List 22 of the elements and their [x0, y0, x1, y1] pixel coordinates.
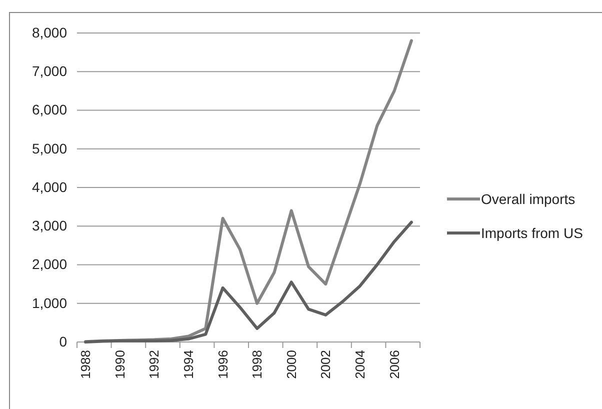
- x-tick-label: 1994: [181, 350, 196, 379]
- y-tick-label: 8,000: [32, 24, 68, 40]
- x-tick-label: 1998: [250, 350, 265, 379]
- line-series: [84, 220, 413, 344]
- y-tick-label: 5,000: [32, 140, 68, 156]
- x-tick-label: 2004: [352, 350, 368, 379]
- x-tick-label: 2006: [386, 350, 402, 379]
- x-tick-label: 2002: [318, 350, 334, 379]
- y-tick-label: 1,000: [32, 294, 68, 311]
- x-tick-label: 1990: [112, 350, 128, 379]
- y-tick-label: 6,000: [32, 102, 68, 118]
- x-tick-label: 2000: [284, 350, 299, 379]
- y-tick-label: 4,000: [32, 178, 68, 195]
- legend-label: Imports from US: [481, 224, 583, 241]
- x-tick-label: 1992: [146, 350, 162, 379]
- legend-label: Overall imports: [481, 190, 576, 207]
- y-tick-label: 3,000: [32, 218, 68, 234]
- y-tick-label: 2,000: [32, 256, 68, 272]
- y-tick-label: 0: [59, 333, 68, 350]
- x-tick-label: 1988: [78, 350, 94, 379]
- y-tick-label: 7,000: [32, 63, 68, 80]
- x-tick-label: 1996: [215, 350, 230, 379]
